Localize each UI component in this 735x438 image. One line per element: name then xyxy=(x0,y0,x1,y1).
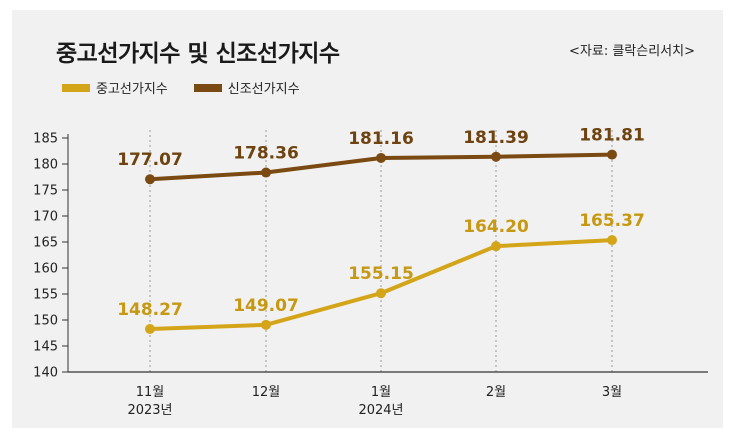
x-tick-sublabel: 2024년 xyxy=(358,403,403,418)
data-point xyxy=(376,152,386,163)
chart-card xyxy=(12,10,723,428)
x-tick-label: 2월 xyxy=(486,385,506,400)
data-point xyxy=(261,319,271,330)
legend-swatch-secondhand xyxy=(62,83,90,92)
legend-item-secondhand: 중고선가지수 xyxy=(62,78,168,97)
source-label: <자료: 클락슨리서치> xyxy=(569,44,695,59)
data-label: 165.37 xyxy=(579,211,645,231)
chart-title: 중고선가지수 및 신조선가지수 xyxy=(56,41,340,67)
data-label: 164.20 xyxy=(463,217,529,237)
data-point xyxy=(261,167,271,178)
data-point xyxy=(376,288,386,299)
y-tick-label: 155 xyxy=(33,288,58,303)
y-tick-label: 150 xyxy=(33,314,58,329)
data-point xyxy=(607,149,617,160)
y-tick-label: 165 xyxy=(33,236,58,251)
y-tick-label: 160 xyxy=(33,262,58,277)
y-tick-label: 145 xyxy=(33,340,58,355)
data-label: 178.36 xyxy=(233,144,299,164)
y-tick-label: 180 xyxy=(33,158,58,173)
legend-label-newbuilding: 신조선가지수 xyxy=(227,82,300,97)
x-tick-sublabel: 2023년 xyxy=(127,403,172,418)
x-tick-label: 11월 xyxy=(136,385,165,400)
y-tick-label: 175 xyxy=(33,184,58,199)
data-label: 181.81 xyxy=(579,126,645,146)
data-point xyxy=(491,241,501,252)
data-label: 149.07 xyxy=(233,296,299,316)
data-point xyxy=(607,235,617,246)
data-label: 181.16 xyxy=(348,129,414,149)
legend: 중고선가지수 신조선가지수 xyxy=(62,78,300,97)
data-label: 148.27 xyxy=(117,300,183,320)
data-point xyxy=(145,174,155,185)
data-point xyxy=(491,151,501,162)
data-label: 155.15 xyxy=(348,264,414,284)
y-tick-label: 140 xyxy=(33,366,58,381)
data-label: 177.07 xyxy=(117,150,183,170)
data-label: 181.39 xyxy=(463,128,529,148)
x-tick-label: 1월 xyxy=(371,385,391,400)
x-tick-label: 3월 xyxy=(602,385,622,400)
legend-item-newbuilding: 신조선가지수 xyxy=(193,78,300,97)
legend-swatch-newbuilding xyxy=(193,83,222,92)
y-tick-label: 185 xyxy=(33,132,58,147)
y-tick-label: 170 xyxy=(33,210,58,225)
x-tick-label: 12월 xyxy=(252,385,281,400)
data-point xyxy=(145,323,155,334)
legend-label-secondhand: 중고선가지수 xyxy=(96,82,168,97)
